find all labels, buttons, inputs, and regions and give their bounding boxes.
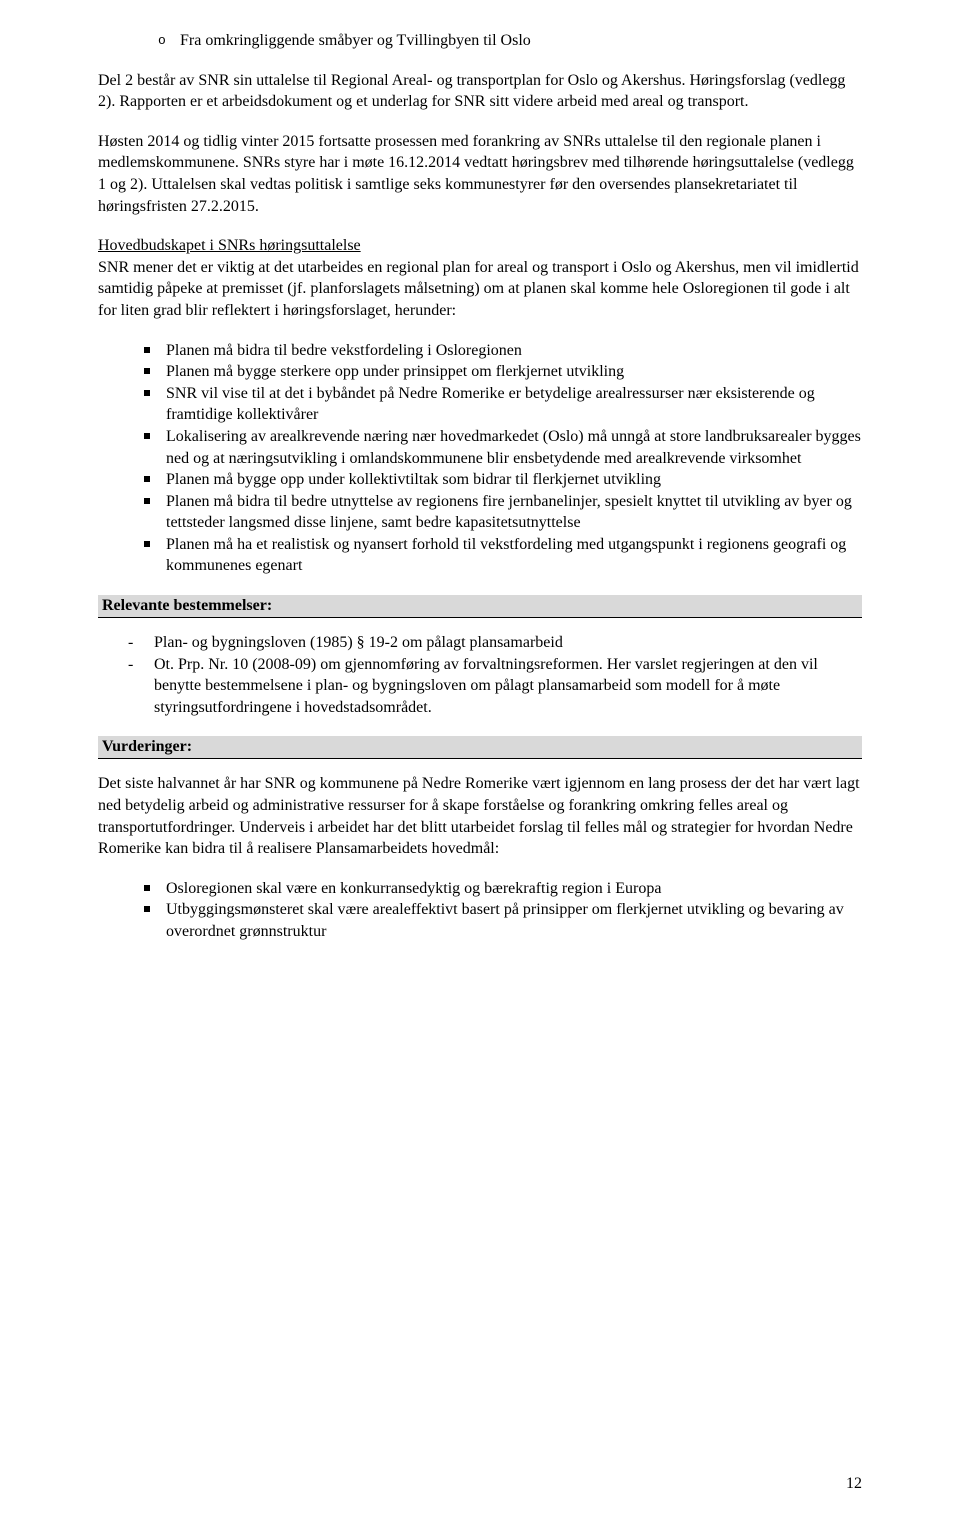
section-heading-text: Hovedbudskapet i SNRs høringsuttalelse xyxy=(98,237,361,254)
section-heading-hovedbudskap: Hovedbudskapet i SNRs høringsuttalelse xyxy=(98,235,862,257)
paragraph: Høsten 2014 og tidlig vinter 2015 fortsa… xyxy=(98,131,862,217)
paragraph: Del 2 består av SNR sin uttalelse til Re… xyxy=(98,70,862,113)
sub-bullet-list: Fra omkringliggende småbyer og Tvillingb… xyxy=(98,30,862,52)
list-item: SNR vil vise til at det i bybåndet på Ne… xyxy=(144,383,862,426)
paragraph: SNR mener det er viktig at det utarbeide… xyxy=(98,257,862,322)
list-item: Osloregionen skal være en konkurransedyk… xyxy=(144,878,862,900)
document-page: Fra omkringliggende småbyer og Tvillingb… xyxy=(0,0,960,1513)
bullet-list: Planen må bidra til bedre vekstfordeling… xyxy=(98,340,862,578)
bullet-list: Osloregionen skal være en konkurransedyk… xyxy=(98,878,862,943)
list-item: Planen må bidra til bedre vekstfordeling… xyxy=(144,340,862,362)
list-item: Planen må bidra til bedre utnyttelse av … xyxy=(144,491,862,534)
dash-list: Plan- og bygningsloven (1985) § 19-2 om … xyxy=(98,632,862,718)
list-item: Lokalisering av arealkrevende næring nær… xyxy=(144,426,862,469)
shaded-heading-vurderinger: Vurderinger: xyxy=(98,736,862,759)
list-item: Utbyggingsmønsteret skal være arealeffek… xyxy=(144,899,862,942)
sub-bullet-item: Fra omkringliggende småbyer og Tvillingb… xyxy=(158,30,862,52)
list-item: Plan- og bygningsloven (1985) § 19-2 om … xyxy=(128,632,862,654)
list-item: Ot. Prp. Nr. 10 (2008-09) om gjennomføri… xyxy=(128,654,862,719)
list-item: Planen må ha et realistisk og nyansert f… xyxy=(144,534,862,577)
paragraph: Det siste halvannet år har SNR og kommun… xyxy=(98,773,862,859)
list-item: Planen må bygge opp under kollektivtilta… xyxy=(144,469,862,491)
shaded-heading-relevante: Relevante bestemmelser: xyxy=(98,595,862,618)
list-item: Planen må bygge sterkere opp under prins… xyxy=(144,361,862,383)
page-number: 12 xyxy=(846,1475,862,1493)
